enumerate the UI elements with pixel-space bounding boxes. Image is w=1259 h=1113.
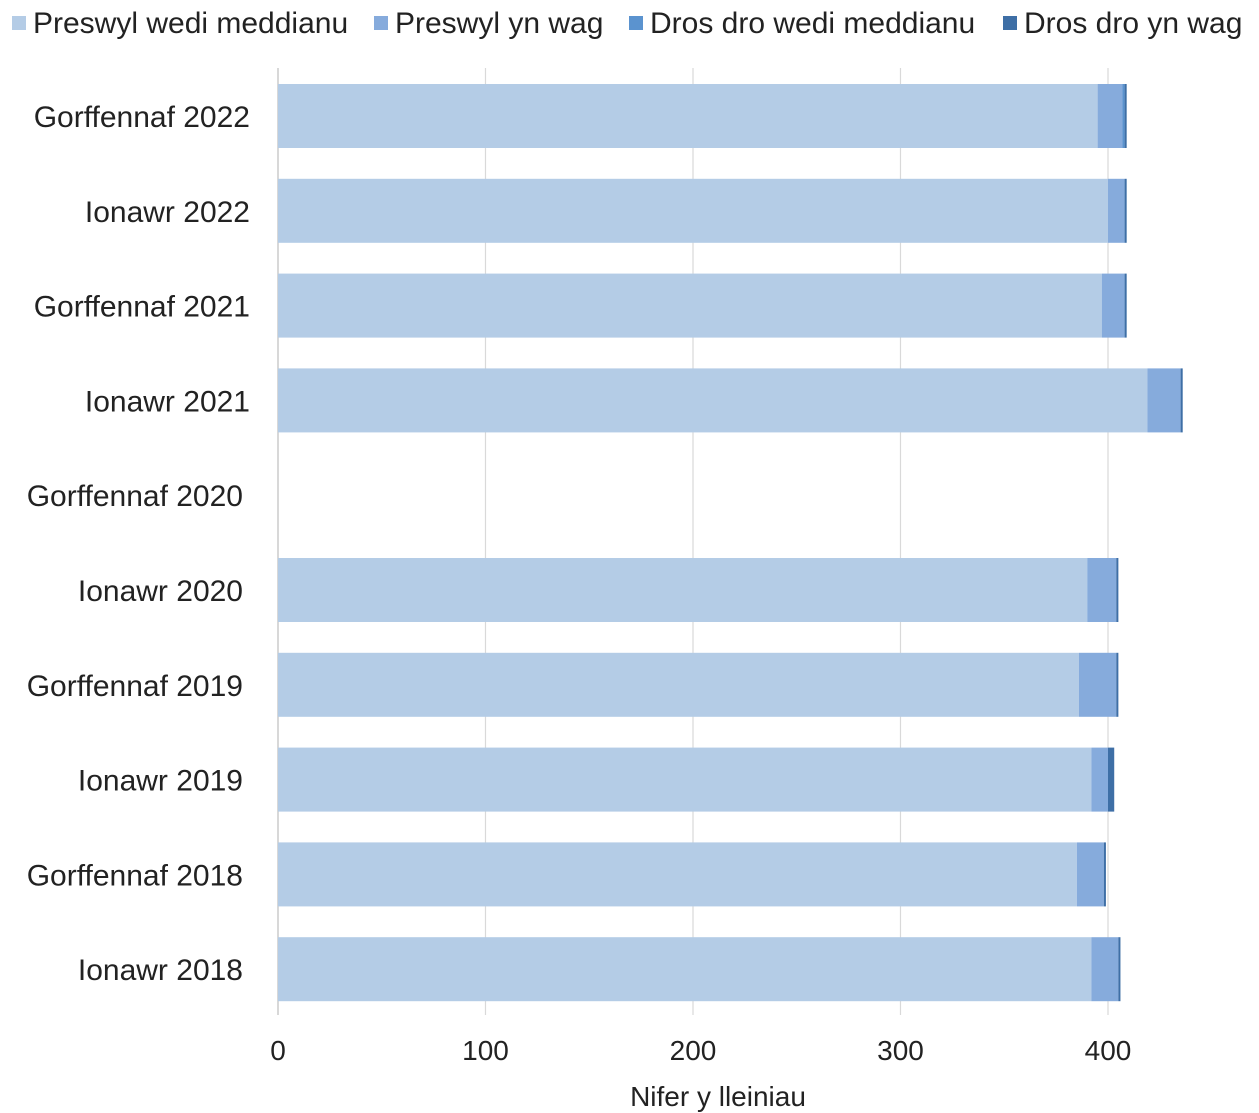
category-label: Gorffennaf 2018 [27, 859, 243, 892]
bars [278, 84, 1183, 1002]
bar-segment [1180, 368, 1183, 433]
bar-segment [1103, 842, 1106, 907]
x-tick-label: 300 [877, 1035, 924, 1066]
legend-swatch [12, 16, 26, 30]
bar-segment [1124, 178, 1127, 243]
bar-segment [1124, 273, 1127, 338]
category-label: Ionawr 2018 [78, 954, 243, 987]
category-label: Ionawr 2019 [78, 765, 243, 798]
bar-segment [1147, 368, 1181, 433]
bar-segment [1076, 842, 1104, 907]
bar-segment [278, 747, 1092, 812]
bar-segment [1091, 937, 1119, 1002]
bar-segment [278, 937, 1092, 1002]
legend: Preswyl wedi meddianu Preswyl yn wag Dros … [12, 7, 1242, 40]
bar-segment [1091, 747, 1108, 812]
bar-segment [278, 178, 1108, 243]
legend-label: Preswyl wedi meddianu [33, 7, 348, 40]
x-axis-title: Nifer y lleiniau [630, 1081, 806, 1112]
category-label: Gorffennaf 2019 [27, 670, 243, 703]
category-label: Gorffennaf 2022 [34, 101, 250, 134]
bar-segment [1122, 84, 1125, 148]
category-label: Ionawr 2022 [85, 196, 250, 229]
bar-segment [1097, 84, 1123, 148]
x-tick-label: 0 [270, 1035, 286, 1066]
category-label: Ionawr 2021 [85, 385, 250, 418]
bar-segment [278, 368, 1148, 433]
legend-swatch [374, 16, 388, 30]
bar-segment [278, 842, 1077, 907]
bar-segment [1116, 558, 1119, 622]
bar-segment [1116, 652, 1119, 717]
category-labels: Gorffennaf 2022 Ionawr 2022 Gorffennaf 202… [27, 101, 250, 987]
bar-segment [1118, 937, 1121, 1002]
category-label: Ionawr 2020 [78, 575, 243, 608]
category-label: Gorffennaf 2020 [27, 480, 243, 513]
category-label: Gorffennaf 2021 [34, 291, 250, 324]
x-tick-labels: 0 100 200 300 400 [270, 1035, 1131, 1066]
bar-segment [1101, 273, 1125, 338]
bar-segment [1108, 178, 1125, 243]
bar-segment [1087, 558, 1117, 622]
x-tick-label: 400 [1085, 1035, 1132, 1066]
legend-label: Dros dro wedi meddianu [650, 7, 975, 40]
bar-segment [1078, 652, 1117, 717]
legend-label: Dros dro yn wag [1024, 7, 1242, 40]
bar-segment [1124, 84, 1127, 148]
bar-segment [278, 273, 1102, 338]
legend-label: Preswyl yn wag [395, 7, 603, 40]
bar-segment [278, 84, 1098, 148]
bar-segment [1108, 747, 1115, 812]
x-tick-label: 200 [670, 1035, 717, 1066]
bar-segment [278, 652, 1079, 717]
legend-swatch [629, 16, 643, 30]
bar-segment [278, 558, 1088, 622]
x-tick-label: 100 [462, 1035, 509, 1066]
legend-swatch [1003, 16, 1017, 30]
